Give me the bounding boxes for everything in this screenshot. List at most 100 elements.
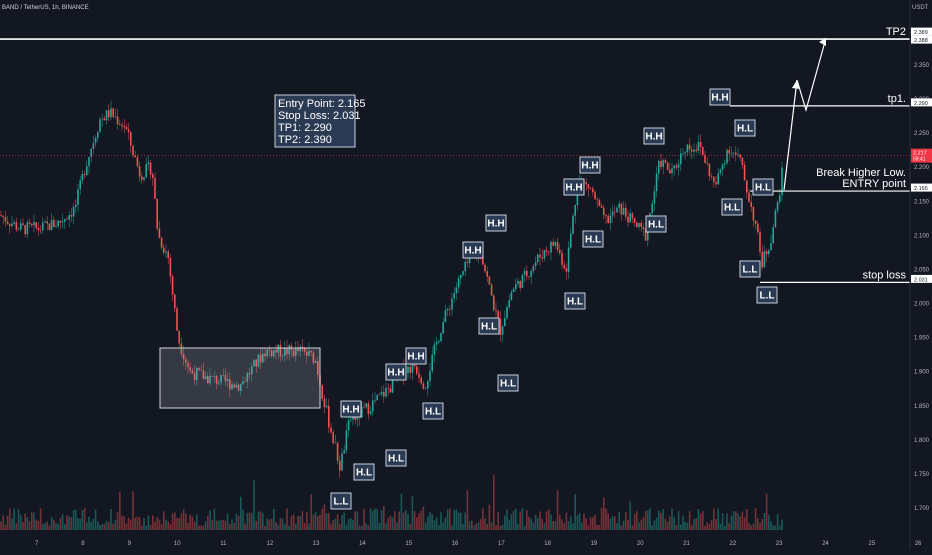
swing-label-box[interactable]: [734, 119, 756, 137]
volume-bar: [262, 512, 264, 530]
price-axis[interactable]: USDT 2.3502.3002.2502.2002.1502.1002.050…: [909, 0, 932, 550]
volume-bar: [644, 510, 647, 530]
swing-label-box[interactable]: [330, 492, 352, 510]
swing-label-box[interactable]: [462, 241, 484, 259]
swing-label-box[interactable]: [485, 214, 507, 232]
volume-bar: [497, 512, 499, 530]
volume-bar: [176, 517, 178, 530]
volume-bar: [574, 494, 576, 530]
volume-bar: [416, 517, 418, 530]
candle-body: [275, 350, 277, 353]
candle-body: [655, 173, 658, 192]
candle-body: [389, 388, 392, 393]
candle-body: [176, 308, 178, 331]
volume-bar: [319, 514, 321, 530]
candle-body: [303, 348, 306, 352]
swing-label-box[interactable]: [582, 230, 604, 248]
volume-bar: [422, 506, 425, 530]
swing-label-box[interactable]: [405, 347, 427, 365]
swing-label: H.L: [585, 235, 601, 246]
volume-bar: [37, 520, 40, 530]
volume-bar: [372, 510, 374, 530]
swing-label-box[interactable]: [643, 127, 665, 145]
volume-bar: [609, 518, 612, 530]
volume-bar: [110, 508, 112, 530]
candle-body: [226, 379, 229, 382]
volume-bar: [385, 523, 387, 530]
info-box[interactable]: Entry Point: 2.165 Stop Loss: 2.031 TP1:…: [274, 94, 365, 148]
volume-bar: [9, 508, 11, 530]
volume-bar: [671, 508, 673, 530]
swing-label-box[interactable]: [563, 178, 585, 196]
candle-body: [266, 349, 268, 357]
volume-bar: [314, 512, 317, 530]
volume-bar: [699, 513, 702, 530]
candle-body: [136, 157, 139, 167]
x-tick-label: 25: [868, 541, 875, 547]
swing-label-box[interactable]: [497, 374, 519, 392]
swing-label: H.L: [388, 454, 404, 465]
swing-label-box[interactable]: [739, 260, 761, 278]
volume-bar: [361, 525, 363, 530]
swing-label-box[interactable]: [709, 88, 731, 106]
swing-label-box[interactable]: [579, 156, 601, 174]
swing-label-box[interactable]: [756, 286, 778, 304]
volume-bar: [330, 524, 332, 530]
candle-body: [607, 216, 609, 224]
volume-bar: [424, 522, 427, 530]
volume-bar: [339, 524, 341, 530]
swing-label-box[interactable]: [645, 215, 667, 233]
volume-bar: [611, 516, 614, 530]
volume-bar: [537, 518, 539, 530]
candle-body: [182, 353, 185, 360]
candle-body: [497, 311, 499, 320]
tp1-label: tp1.: [888, 93, 906, 105]
swing-label-box[interactable]: [752, 178, 774, 196]
swing-label-box[interactable]: [422, 402, 444, 420]
volume-bar: [396, 522, 398, 530]
volume-bar: [706, 522, 708, 530]
time-axis[interactable]: 7 8 9 10 11 12 13 14 15 16 17 18 19 20 21 22 23 24 25 26: [35, 541, 922, 547]
candle-body: [343, 450, 345, 454]
candle-body: [490, 284, 493, 296]
candle-body: [88, 157, 90, 167]
volume-bar: [666, 521, 669, 530]
swing-label-box[interactable]: [385, 363, 407, 381]
volume-bar: [143, 518, 145, 530]
swing-label-box[interactable]: [353, 463, 375, 481]
volume-bar: [743, 516, 746, 530]
swing-label-box[interactable]: [564, 292, 586, 310]
volume-bar: [121, 515, 123, 530]
volume-bar: [198, 525, 200, 530]
volume-bar: [317, 516, 319, 530]
volume-bar: [259, 511, 262, 530]
candle-body: [224, 374, 227, 382]
candle-body: [332, 432, 334, 444]
volume-bar: [704, 525, 706, 530]
candle-body: [158, 228, 161, 238]
swing-label-box[interactable]: [340, 400, 362, 418]
candle-body: [763, 251, 766, 268]
volume-bar: [270, 518, 273, 530]
candle-body: [411, 362, 414, 373]
volume-bar: [600, 508, 603, 530]
projection-path[interactable]: [783, 37, 827, 191]
y-tick-label: 1.850: [914, 404, 930, 410]
candle-body: [134, 155, 136, 158]
info-line-tp1: TP1: 2.290: [278, 122, 332, 134]
candle-body: [493, 295, 495, 310]
candle-body: [438, 340, 440, 343]
swing-label-box[interactable]: [478, 317, 500, 335]
candle-body: [207, 376, 209, 384]
volume-bar: [438, 525, 440, 530]
candle-body: [559, 250, 561, 253]
volume-bar: [83, 508, 86, 530]
swing-label-box[interactable]: [385, 449, 407, 467]
volume-bar: [649, 508, 651, 530]
swing-label-box[interactable]: [721, 198, 743, 216]
consolidation-box[interactable]: [159, 347, 321, 409]
volume-bar: [284, 524, 286, 530]
candle-body: [306, 351, 308, 356]
